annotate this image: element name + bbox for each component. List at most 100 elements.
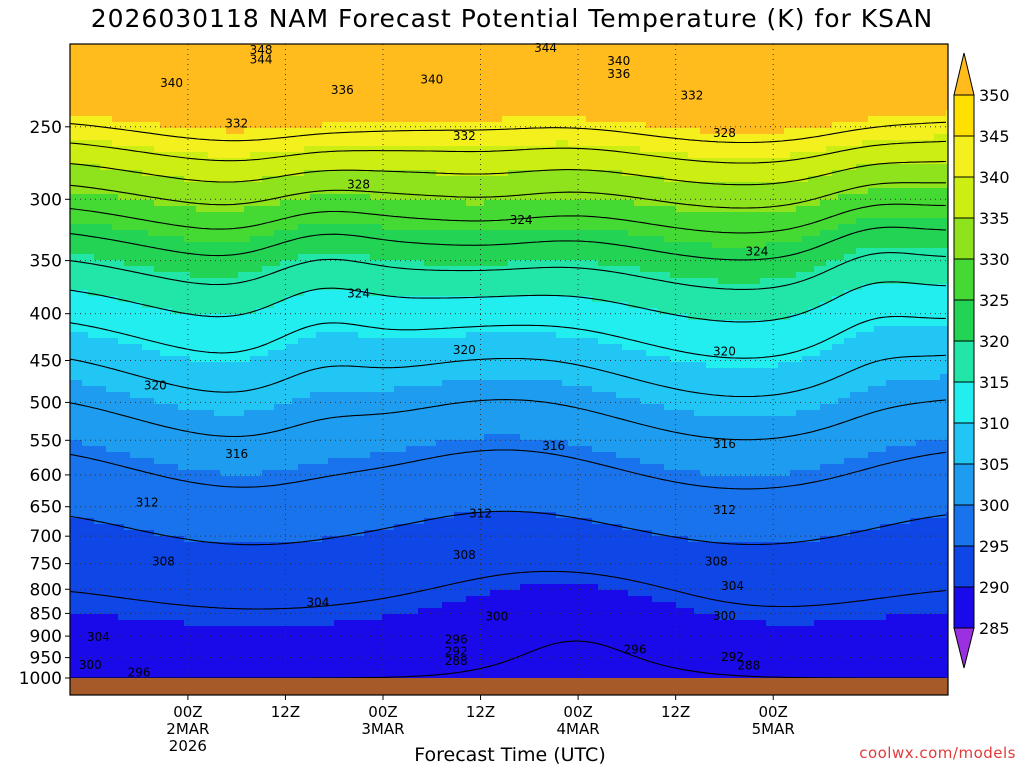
field-cell [520, 230, 527, 261]
field-cell [556, 230, 563, 261]
field-cell [538, 170, 545, 201]
field-cell [274, 404, 281, 471]
field-cell [424, 296, 431, 339]
field-cell [688, 608, 695, 679]
field-cell [436, 518, 443, 609]
field-cell [304, 398, 311, 465]
field-cell [544, 200, 551, 231]
field-cell [298, 176, 305, 201]
field-cell [904, 284, 911, 327]
field-cell [388, 338, 395, 393]
field-cell [322, 224, 329, 255]
field-cell [904, 116, 911, 141]
field-cell [340, 170, 347, 195]
field-cell [880, 248, 887, 285]
field-cell [148, 146, 155, 177]
field-cell [832, 296, 839, 345]
field-cell [538, 584, 545, 679]
field-cell [646, 128, 653, 153]
field-cell [598, 146, 605, 171]
field-cell [904, 188, 911, 219]
field-cell [616, 344, 623, 399]
field-cell [388, 146, 395, 171]
field-cell [412, 296, 419, 339]
field-cell [124, 146, 131, 171]
field-cell [538, 230, 545, 261]
field-cell [310, 146, 317, 171]
field-cell [220, 362, 227, 417]
field-cell [124, 620, 131, 679]
field-cell [712, 614, 719, 679]
field-cell [70, 224, 77, 255]
field-cell [802, 542, 809, 627]
field-cell [946, 440, 948, 513]
field-cell [124, 452, 131, 531]
field-cell [676, 314, 683, 363]
field-cell [292, 44, 299, 129]
field-cell [694, 416, 701, 471]
field-cell [670, 410, 677, 471]
field-cell [766, 134, 773, 159]
chart-title: 2026030118 NAM Forecast Potential Temper… [90, 4, 934, 33]
field-cell [82, 518, 89, 615]
field-cell [292, 344, 299, 399]
field-cell [880, 284, 887, 327]
colorbar-label: 295 [979, 537, 1010, 556]
field-cell [772, 542, 779, 627]
field-cell [820, 44, 827, 129]
field-cell [478, 176, 485, 207]
field-cell [622, 530, 629, 591]
field-cell [880, 620, 887, 679]
field-cell [454, 266, 461, 297]
field-cell [586, 446, 593, 519]
field-cell [412, 44, 419, 123]
field-cell [436, 266, 443, 297]
field-cell [184, 626, 191, 679]
field-cell [652, 602, 659, 679]
field-cell [76, 140, 83, 165]
field-cell [364, 170, 371, 195]
field-cell [286, 626, 293, 679]
field-cell [844, 458, 851, 537]
field-cell [820, 128, 827, 153]
field-cell [274, 470, 281, 543]
field-cell [742, 542, 749, 621]
field-cell [268, 308, 275, 351]
field-cell [124, 530, 131, 621]
field-cell [670, 128, 677, 153]
field-cell [508, 332, 515, 381]
field-cell [592, 302, 599, 339]
field-cell [676, 410, 683, 471]
field-cell [154, 122, 161, 153]
y-tick-label: 950 [30, 649, 62, 669]
field-cell [394, 122, 401, 147]
field-cell [700, 158, 707, 183]
field-cell [940, 326, 947, 375]
field-cell [394, 146, 401, 171]
field-cell [604, 452, 611, 525]
field-cell [316, 332, 323, 393]
field-cell [190, 542, 197, 627]
field-cell [838, 224, 845, 261]
field-cell [346, 290, 353, 333]
field-cell [814, 308, 821, 357]
field-cell [526, 116, 533, 147]
field-cell [130, 122, 137, 147]
field-cell [850, 44, 857, 123]
field-cell [142, 308, 149, 351]
field-cell [196, 362, 203, 411]
field-cell [928, 218, 935, 249]
field-cell [172, 236, 179, 273]
field-cell [682, 44, 689, 129]
field-cell [526, 512, 533, 585]
field-cell [298, 626, 305, 679]
field-cell [892, 164, 899, 189]
y-tick-label: 250 [30, 118, 62, 138]
contour-label: 300 [485, 610, 508, 624]
field-cell [250, 272, 257, 315]
field-cell [730, 320, 737, 369]
field-cell [586, 230, 593, 261]
field-cell [208, 128, 215, 159]
contour-label: 296 [624, 643, 647, 657]
field-cell [640, 530, 647, 597]
